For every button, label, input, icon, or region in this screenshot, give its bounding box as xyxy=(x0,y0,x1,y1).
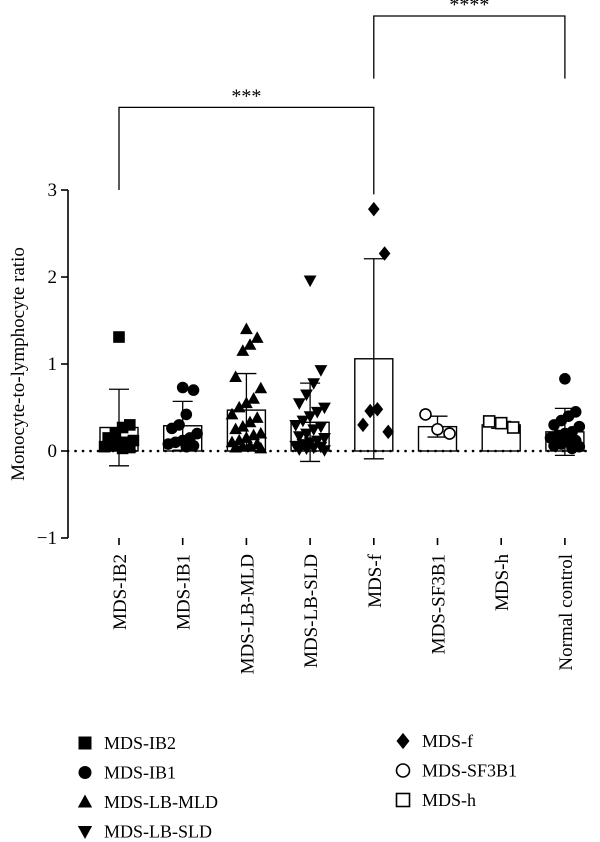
data-point xyxy=(254,426,268,439)
data-point xyxy=(292,398,306,410)
data-point xyxy=(180,408,193,421)
data-point xyxy=(98,440,111,453)
data-point xyxy=(232,400,246,413)
legend-marker xyxy=(78,766,92,779)
legend: MDS-IB2 MDS-IB1 MDS-LB-MLD MDS-LB-SLD MDS-f M… xyxy=(77,731,517,842)
legend-label: MDS-h xyxy=(422,790,476,810)
data-point xyxy=(247,392,260,404)
data-point xyxy=(314,365,328,377)
legend-marker xyxy=(78,736,92,750)
data-point xyxy=(419,408,432,421)
data-point xyxy=(124,419,136,431)
data-point xyxy=(250,331,264,343)
data-point xyxy=(236,344,250,356)
data-point xyxy=(116,421,129,434)
y-tick-label: 1 xyxy=(48,354,58,375)
data-point xyxy=(566,442,578,455)
x-category-label: MDS-IB1 xyxy=(174,554,195,630)
y-tick-label: 2 xyxy=(48,267,58,288)
data-point xyxy=(292,431,306,443)
legend-marker xyxy=(396,732,410,750)
data-point xyxy=(548,439,560,452)
data-point xyxy=(357,417,369,433)
data-point xyxy=(364,403,376,419)
legend-marker xyxy=(77,794,93,808)
data-point xyxy=(236,419,250,432)
data-point xyxy=(559,372,571,385)
data-point xyxy=(254,441,268,454)
data-point xyxy=(176,381,189,394)
data-point xyxy=(548,419,560,431)
data-point xyxy=(240,396,253,409)
data-point xyxy=(371,401,384,417)
data-point xyxy=(506,421,520,434)
data-point xyxy=(482,415,496,428)
significance-label: **** xyxy=(449,0,489,16)
data-point xyxy=(102,432,114,444)
data-point xyxy=(124,441,136,454)
legend-label: MDS-LB-SLD xyxy=(104,822,212,842)
x-category-label: MDS-LB-MLD xyxy=(237,554,258,674)
data-point xyxy=(247,428,260,441)
x-category-label: MDS-IB2 xyxy=(110,554,131,630)
x-category-label: MDS-LB-SLD xyxy=(301,554,322,668)
data-point xyxy=(382,424,394,440)
data-point xyxy=(443,427,456,440)
data-point xyxy=(250,411,264,423)
data-point xyxy=(303,275,317,288)
x-category-label: MDS-h xyxy=(492,554,513,612)
data-point xyxy=(292,444,306,456)
data-point xyxy=(296,415,310,428)
legend-marker xyxy=(395,763,411,778)
data-point xyxy=(113,331,125,343)
legend-label: MDS-IB1 xyxy=(104,763,176,783)
data-point xyxy=(229,422,242,435)
data-point xyxy=(229,440,242,453)
x-category-label: MDS-f xyxy=(365,553,386,608)
data-point xyxy=(229,370,242,382)
x-category-label: Normal control xyxy=(556,554,577,671)
data-point xyxy=(162,438,175,450)
data-point xyxy=(307,424,321,436)
significance-label: *** xyxy=(231,85,261,107)
data-point xyxy=(310,406,324,419)
data-point xyxy=(109,427,122,440)
data-point xyxy=(303,411,317,423)
data-point xyxy=(243,338,257,350)
legend-marker xyxy=(395,792,411,808)
data-point xyxy=(106,439,118,452)
data-point xyxy=(318,445,331,457)
data-point xyxy=(300,389,313,402)
plot-area: −1 0 1 2 3 Monocyte-to-lymphocyte ratio MDS-IB… xyxy=(8,0,594,674)
data-point xyxy=(378,246,391,261)
data-point xyxy=(368,201,380,217)
x-category-label: MDS-SF3B1 xyxy=(429,554,450,654)
legend-label: MDS-LB-MLD xyxy=(104,792,218,812)
legend-label: MDS-f xyxy=(422,731,473,751)
data-point xyxy=(180,440,193,453)
data-point xyxy=(187,384,200,396)
data-point xyxy=(116,442,129,455)
data-point xyxy=(289,419,303,432)
data-point xyxy=(243,415,257,428)
y-tick-label: −1 xyxy=(37,528,57,549)
data-point xyxy=(127,434,140,447)
legend-marker xyxy=(77,825,93,839)
data-point xyxy=(431,422,444,436)
data-point xyxy=(318,402,331,415)
y-tick-label: 0 xyxy=(48,441,58,462)
data-point xyxy=(307,378,321,390)
data-point xyxy=(166,422,178,435)
significance-bracket xyxy=(118,106,375,195)
y-tick-label: 3 xyxy=(48,180,58,201)
legend-label: MDS-SF3B1 xyxy=(422,761,517,781)
legend-label: MDS-IB2 xyxy=(104,733,176,753)
data-point xyxy=(240,322,253,335)
y-axis-title: Monocyte-to-lymphocyte ratio xyxy=(8,247,29,481)
significance-bracket xyxy=(373,15,566,79)
data-point xyxy=(225,407,239,420)
data-point xyxy=(254,381,268,394)
data-point xyxy=(494,416,508,430)
